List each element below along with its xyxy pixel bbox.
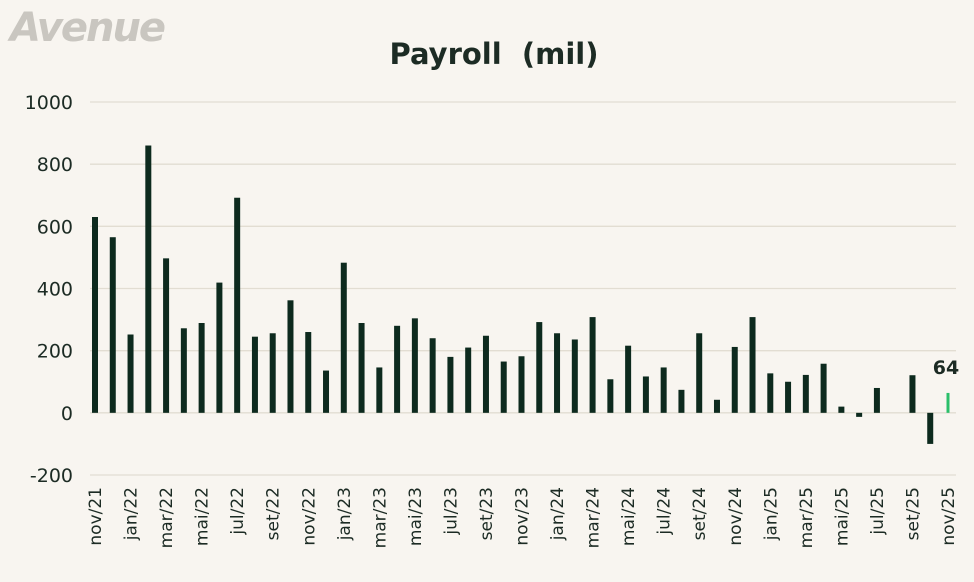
x-tick-label: jan/24 (548, 487, 568, 541)
bar-jan-25 (767, 373, 774, 413)
bar-fev-25 (785, 381, 792, 413)
bar-set-23 (482, 335, 489, 413)
bar-out-22 (287, 300, 294, 413)
annotations: 64 (933, 357, 959, 379)
x-tick-label: set/25 (903, 487, 923, 540)
bar-jul-23 (447, 356, 454, 413)
bar-jan-24 (554, 333, 561, 413)
last-value-label: 64 (933, 357, 959, 379)
x-tick-label: mar/23 (370, 487, 390, 548)
bar-nov-23 (518, 356, 525, 413)
x-tick-label: set/22 (264, 487, 284, 540)
bar-dez-21 (109, 237, 116, 413)
y-tick-label: -200 (30, 465, 73, 487)
y-tick-label: 200 (37, 341, 73, 363)
bar-set-25 (909, 375, 916, 413)
bar-mai-22 (198, 323, 205, 413)
x-tick-label: nov/21 (86, 487, 106, 546)
y-tick-label: 800 (37, 154, 73, 176)
x-tick-label: nov/24 (726, 487, 746, 546)
bar-dez-24 (749, 317, 756, 413)
x-axis: nov/21 jan/22 mar/22 mai/22 jul/22 set/22 nov/… (86, 487, 959, 548)
bar-nov-25 (946, 392, 950, 413)
y-tick-label: 400 (37, 279, 73, 301)
x-tick-label: mar/25 (797, 487, 817, 548)
x-tick-label: jul/22 (228, 487, 248, 536)
x-tick-label: mar/24 (584, 487, 604, 548)
bar-out-23 (500, 361, 507, 413)
bar-dez-23 (536, 322, 543, 413)
bar-jul-24 (660, 367, 667, 413)
bar-ago-23 (465, 347, 472, 413)
bar-abr-24 (607, 379, 614, 413)
bar-mar-24 (589, 317, 596, 413)
bar-nov-22 (305, 332, 312, 413)
y-tick-label: 600 (37, 216, 73, 238)
x-tick-label: nov/25 (939, 487, 959, 546)
bar-mar-22 (163, 258, 170, 413)
y-tick-label: 1000 (25, 92, 73, 114)
x-tick-label: mar/22 (157, 487, 177, 548)
bar-jul-25 (873, 387, 880, 413)
bar-mai-25 (838, 406, 845, 413)
x-tick-label: nov/22 (299, 487, 319, 546)
y-tick-label: 0 (61, 403, 73, 425)
x-tick-label: jul/25 (868, 487, 888, 536)
bar-ago-24 (678, 389, 685, 413)
avenue-logo: Avenue (7, 5, 165, 51)
bar-jan-23 (340, 262, 347, 413)
bar-mar-23 (376, 367, 383, 413)
bar-fev-22 (145, 145, 152, 413)
chart-title: Payroll (mil) (390, 37, 599, 71)
bar-ago-22 (251, 336, 258, 413)
bar-jan-22 (127, 334, 134, 413)
x-tick-label: mai/23 (406, 487, 426, 546)
x-tick-label: jan/25 (761, 487, 781, 541)
y-axis: -200 0 200 400 600 800 1000 (25, 92, 73, 487)
bar-abr-23 (394, 325, 401, 413)
x-tick-label: mai/24 (619, 487, 639, 546)
bar-jun-25 (856, 412, 863, 417)
bar-nov-24 (731, 346, 738, 413)
bar-jun-24 (642, 376, 649, 413)
x-tick-label: jul/24 (655, 487, 675, 536)
bar-jul-22 (234, 197, 241, 413)
bar-mar-25 (802, 374, 809, 413)
bar-fev-23 (358, 323, 365, 413)
x-tick-label: nov/23 (513, 487, 533, 546)
bar-set-22 (269, 333, 276, 413)
x-tick-label: mai/22 (193, 487, 213, 546)
x-tick-label: mai/25 (832, 487, 852, 546)
bar-mai-24 (625, 345, 632, 413)
x-tick-label: jan/22 (122, 487, 142, 541)
bar-jun-23 (429, 338, 436, 413)
bar-fev-24 (571, 339, 578, 413)
bar-out-24 (713, 399, 720, 413)
x-tick-label: jan/23 (335, 487, 355, 541)
bar-jun-22 (216, 282, 223, 413)
x-tick-label: jul/23 (441, 487, 461, 536)
bar-out-25 (927, 412, 934, 444)
bar-abr-22 (180, 328, 187, 413)
bar-set-24 (696, 333, 703, 413)
x-tick-label: set/24 (690, 487, 710, 540)
bar-mai-23 (411, 318, 418, 413)
bars (92, 145, 950, 444)
bar-dez-22 (323, 370, 330, 413)
bar-nov-21 (92, 217, 98, 413)
bar-abr-25 (820, 363, 827, 413)
x-tick-label: set/23 (477, 487, 497, 540)
